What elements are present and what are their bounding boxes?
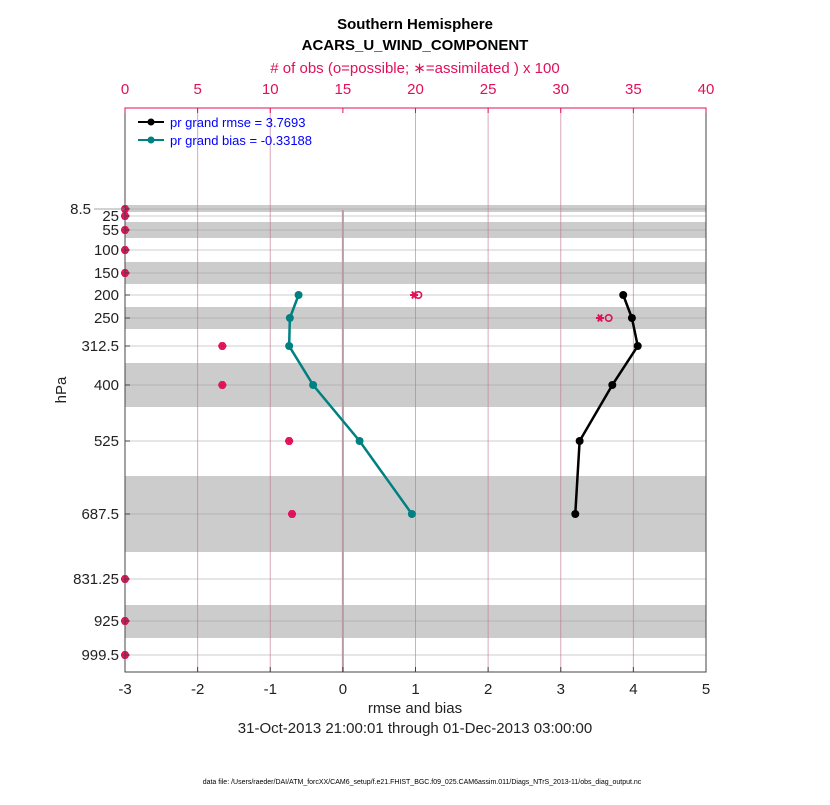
y-tick-label: 25: [102, 208, 119, 225]
y-tick-label: 312.5: [81, 338, 119, 355]
bias-point: [285, 314, 294, 322]
top-tick-label: 10: [262, 81, 279, 98]
x-axis-label: rmse and bias: [368, 700, 462, 717]
y-tick-label: 55: [102, 222, 119, 239]
top-axis-label: # of obs (o=possible; ∗=assimilated ) x …: [270, 60, 559, 77]
y-tick-label: 525: [94, 433, 119, 450]
y-tick-label: 100: [94, 242, 119, 259]
y-tick-label: 400: [94, 377, 119, 394]
obs-assimilated-marker: [410, 291, 419, 299]
rmse-line: [574, 294, 640, 515]
obs-assimilated-marker: [218, 381, 227, 389]
date-range: 31-Oct-2013 21:00:01 through 01-Dec-2013…: [238, 720, 592, 737]
legend-rmse-label: pr grand rmse = 3.7693: [170, 115, 306, 130]
rmse-point: [575, 437, 584, 445]
top-tick-label: 15: [335, 81, 352, 98]
bias-point: [285, 342, 294, 350]
y-tick-label: 831.25: [73, 571, 119, 588]
obs-assimilated-marker: [218, 342, 227, 350]
top-tick-label: 5: [193, 81, 201, 98]
x-tick-label: -2: [191, 681, 204, 698]
top-tick-label: 0: [121, 81, 129, 98]
rmse-point: [571, 510, 580, 518]
y-tick-label: 925: [94, 613, 119, 630]
y-tick-label: 250: [94, 310, 119, 327]
x-tick-label: -1: [264, 681, 277, 698]
rmse-point: [619, 291, 628, 299]
x-tick-label: -3: [118, 681, 131, 698]
y-tick-label: 8.5: [70, 201, 91, 218]
bias-line: [287, 294, 413, 515]
footer-data-file: data file: /Users/raeder/DAI/ATM_forcXX/…: [203, 779, 642, 786]
chart-subtitle: ACARS_U_WIND_COMPONENT: [302, 37, 529, 54]
y-tick-label: 999.5: [81, 647, 119, 664]
obs-assimilated-marker: [285, 437, 294, 445]
x-tick-label: 4: [629, 681, 637, 698]
y-axis-label: hPa: [53, 376, 70, 403]
bias-point: [355, 437, 364, 445]
y-tick-label: 687.5: [81, 506, 119, 523]
x-tick-label: 1: [411, 681, 419, 698]
x-tick-label: 0: [339, 681, 347, 698]
rmse-point: [608, 381, 617, 389]
x-tick-label: 5: [702, 681, 710, 698]
x-tick-label: 3: [557, 681, 565, 698]
top-tick-label: 30: [552, 81, 569, 98]
bias-point: [407, 510, 416, 518]
legend: pr grand rmse = 3.7693 pr grand bias = -…: [138, 115, 312, 148]
x-tick-label: 2: [484, 681, 492, 698]
rmse-point: [633, 342, 642, 350]
y-tick-label: 150: [94, 265, 119, 282]
top-tick-label: 25: [480, 81, 497, 98]
legend-bias-marker: [147, 136, 155, 144]
rmse-point: [627, 314, 636, 322]
top-tick-label: 20: [407, 81, 424, 98]
obs-assimilated-marker: [288, 510, 297, 518]
obs-possible-marker: [604, 313, 613, 322]
obs-assimilated-marker: [595, 314, 604, 322]
bias-point: [294, 291, 303, 299]
legend-bias-label: pr grand bias = -0.33188: [170, 133, 312, 148]
chart-title: Southern Hemisphere: [337, 16, 493, 33]
top-tick-label: 35: [625, 81, 642, 98]
y-tick-label: 200: [94, 287, 119, 304]
legend-rmse-marker: [147, 118, 155, 126]
bias-point: [309, 381, 318, 389]
top-tick-label: 40: [698, 81, 715, 98]
